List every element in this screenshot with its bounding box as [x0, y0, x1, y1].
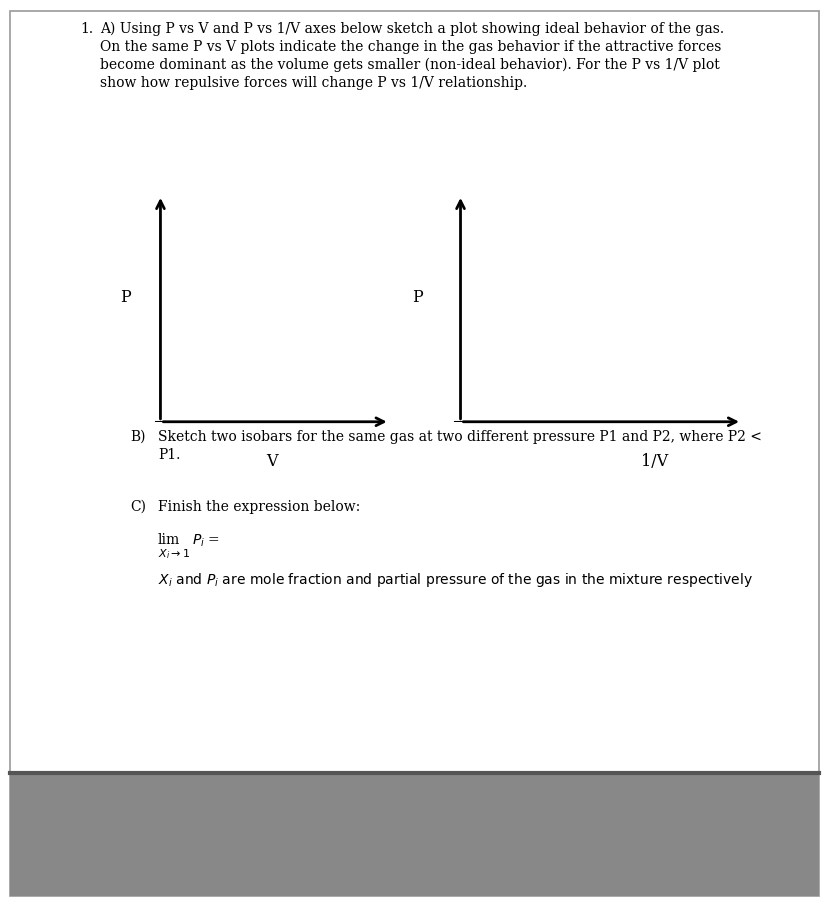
Text: lim: lim	[158, 533, 180, 547]
Text: On the same P vs V plots indicate the change in the gas behavior if the attracti: On the same P vs V plots indicate the ch…	[100, 40, 720, 54]
Text: Homework #1: Homework #1	[90, 790, 192, 804]
Text: 1.: 1.	[80, 22, 93, 36]
Text: $X_i$ and $P_i$ are mole fraction and partial pressure of the gas in the mixture: $X_i$ and $P_i$ are mole fraction and pa…	[158, 571, 752, 589]
Text: $X_i{\rightarrow}1$: $X_i{\rightarrow}1$	[158, 547, 190, 561]
Text: 1/V: 1/V	[641, 454, 667, 471]
Text: $Z$ =: $Z$ =	[192, 820, 218, 834]
Text: $P_i$ =: $P_i$ =	[192, 533, 219, 550]
Text: become dominant as the volume gets smaller (non-ideal behavior). For the P vs 1/: become dominant as the volume gets small…	[100, 58, 719, 73]
Text: V: V	[266, 454, 277, 471]
Text: $P{\rightarrow}0$: $P{\rightarrow}0$	[158, 834, 186, 846]
Text: C): C)	[130, 500, 146, 514]
Text: Chem 300: Chem 300	[378, 790, 450, 804]
Text: show how repulsive forces will change P vs 1/V relationship.: show how repulsive forces will change P …	[100, 76, 527, 90]
Text: B): B)	[130, 430, 146, 444]
Text: Sketch two isobars for the same gas at two different pressure P1 and P2, where P: Sketch two isobars for the same gas at t…	[158, 430, 761, 444]
Text: P: P	[412, 288, 421, 306]
Text: lim: lim	[158, 820, 180, 834]
Text: P1.: P1.	[158, 448, 181, 462]
Text: A) Using P vs V and P vs 1/V axes below sketch a plot showing ideal behavior of : A) Using P vs V and P vs 1/V axes below …	[100, 22, 723, 36]
Text: Spring 2017: Spring 2017	[662, 790, 749, 804]
Text: P: P	[119, 288, 130, 306]
Text: Finish the expression below:: Finish the expression below:	[158, 500, 360, 514]
Text: P- pressure and Z- compression: P- pressure and Z- compression	[158, 856, 381, 870]
